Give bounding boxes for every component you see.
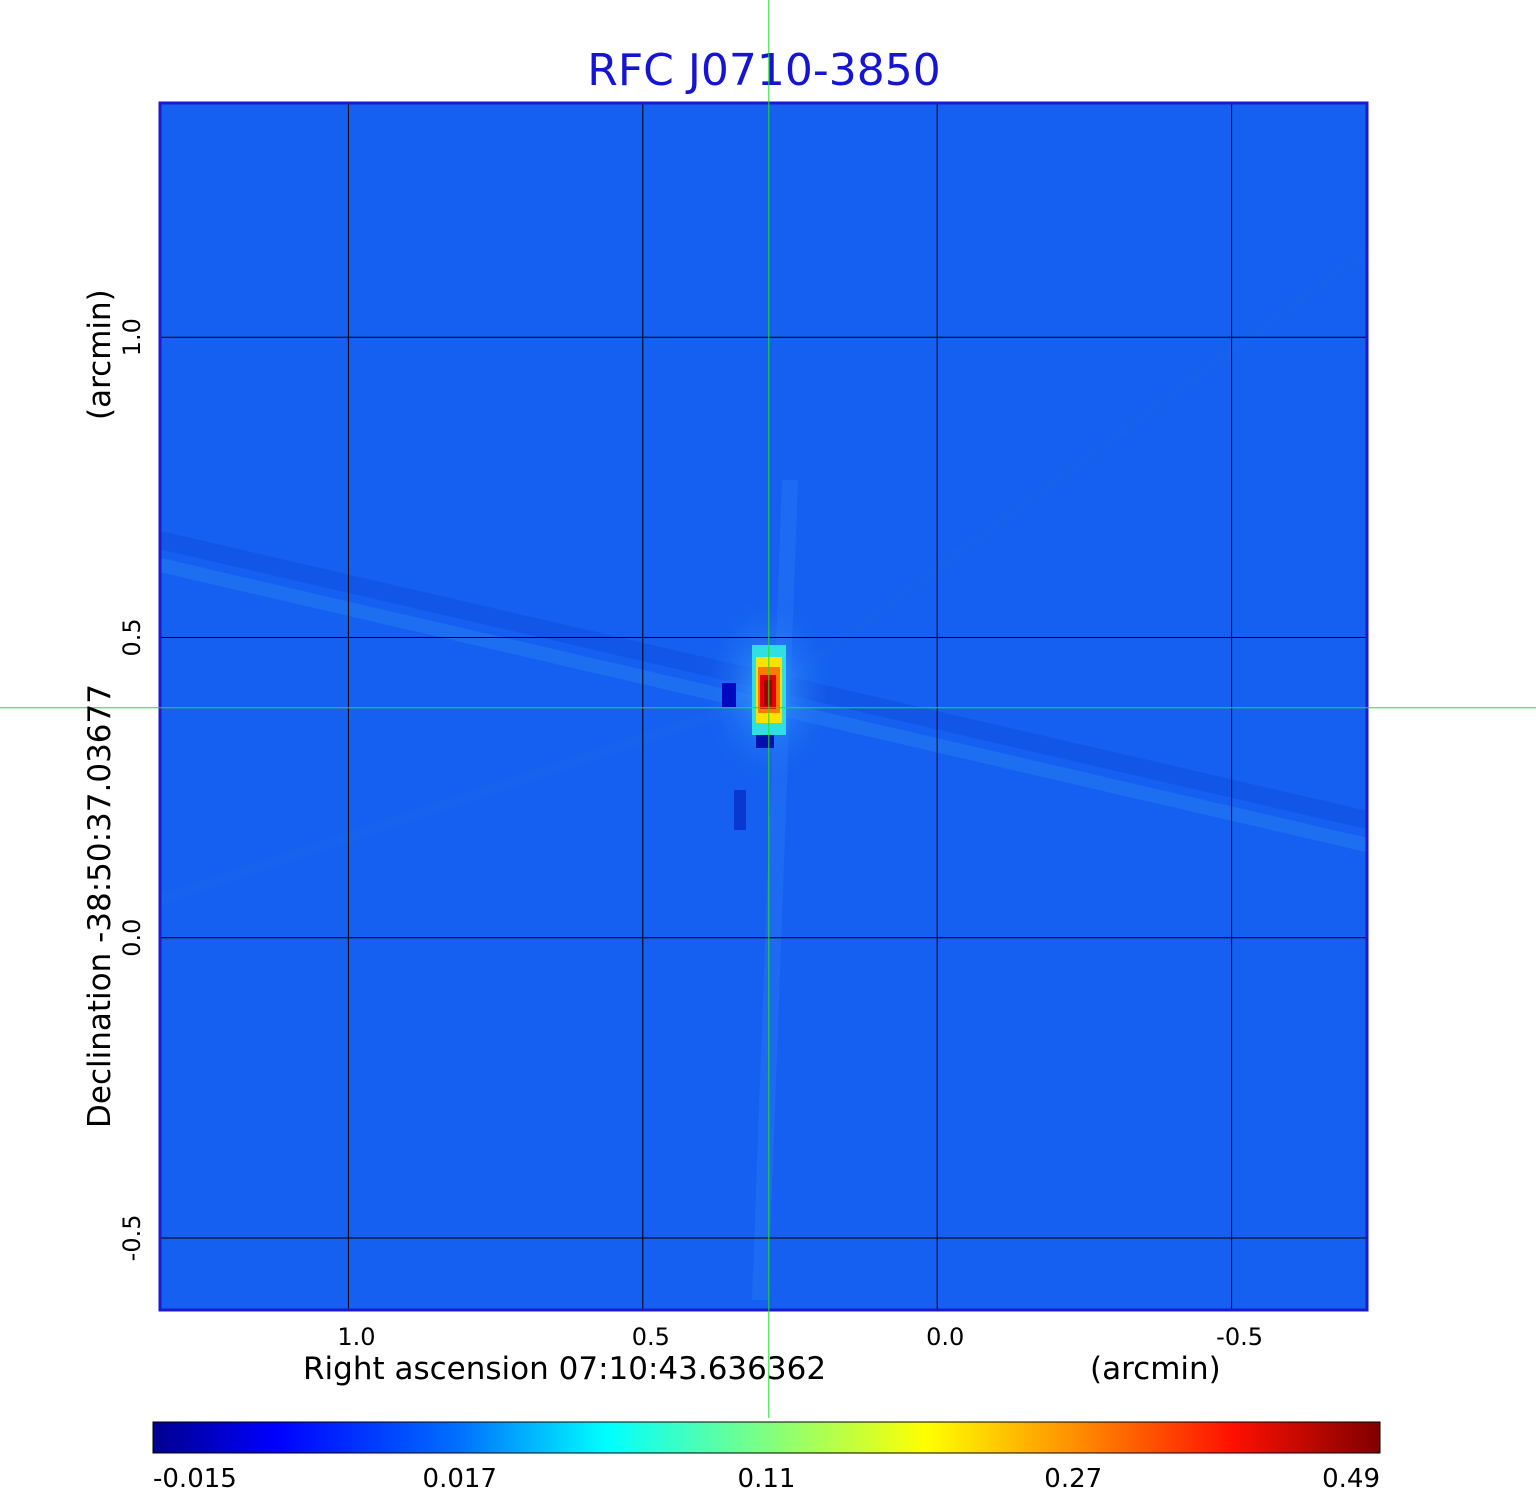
x-tick-label: 1.0 — [337, 1323, 375, 1351]
sidelobe-streak — [160, 695, 762, 905]
x-axis-unit: (arcmin) — [1090, 1351, 1221, 1387]
negative-pixel — [734, 790, 746, 830]
chart-title: RFC J0710-3850 — [587, 45, 940, 96]
y-axis-unit: (arcmin) — [82, 289, 118, 420]
colorbar-tick-label: -0.015 — [153, 1464, 237, 1494]
crosshair — [0, 0, 1536, 1418]
colorbar-tick-label: 0.49 — [1322, 1464, 1380, 1494]
y-tick-label: 1.0 — [118, 318, 146, 356]
colorbar-tick-labels: -0.015 0.017 0.11 0.27 0.49 — [153, 1464, 1380, 1494]
x-tick-label: 0.5 — [632, 1323, 670, 1351]
colorbar-tick-label: 0.27 — [1044, 1464, 1102, 1494]
x-tick-label: -0.5 — [1216, 1323, 1263, 1351]
x-tick-label: 0.0 — [926, 1323, 964, 1351]
grid — [160, 103, 1367, 1310]
negative-pixel — [722, 683, 736, 707]
x-axis-label: Right ascension 07:10:43.636362 — [303, 1351, 826, 1387]
y-axis-label: Declination -38:50:37.03677 — [82, 684, 118, 1128]
x-tick-labels: 1.0 0.5 0.0 -0.5 — [337, 1323, 1263, 1351]
plot-frame — [158, 101, 1369, 1312]
y-tick-label: -0.5 — [118, 1215, 146, 1262]
image-plane — [160, 103, 1367, 1310]
colorbar-tick-label: 0.017 — [423, 1464, 497, 1494]
y-tick-label: 0.5 — [118, 618, 146, 656]
y-tick-label: 0.0 — [118, 919, 146, 957]
colorbar-tick-label: 0.11 — [738, 1464, 796, 1494]
source-pixel — [764, 680, 772, 706]
colorbar — [152, 1421, 1381, 1454]
y-tick-labels: 1.0 0.5 0.0 -0.5 — [118, 318, 146, 1261]
